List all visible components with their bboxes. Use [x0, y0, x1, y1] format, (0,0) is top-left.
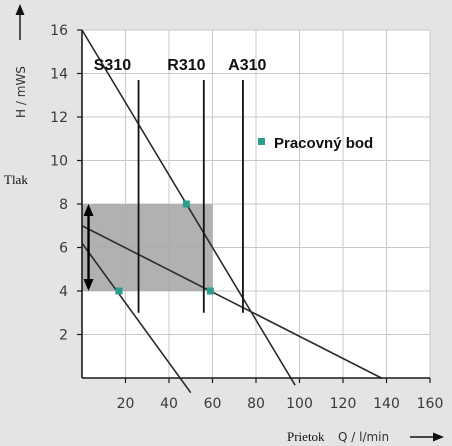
x-tick-label: 80: [247, 396, 265, 412]
y-axis-unit: H / mWS: [14, 66, 28, 118]
y-axis-title: H / mWS Tlak: [4, 4, 28, 187]
legend-label: Pracovný bod: [274, 135, 373, 152]
y-axis-arrowhead: [15, 4, 25, 15]
pressure-arrowhead-top: [83, 204, 94, 216]
x-tick-label: 160: [417, 396, 444, 412]
operating-point: [206, 287, 214, 295]
y-tick-label: 2: [59, 328, 68, 344]
curves: [81, 29, 383, 394]
operating-point: [115, 287, 123, 295]
x-tick-label: 120: [330, 396, 357, 412]
model-markers: S310 R310 A310: [94, 57, 267, 313]
tick-labels: 20 40 60 80 100 120 140 160 2 4 6 8 10 12 14 16: [50, 23, 443, 412]
curve-line: [81, 225, 383, 380]
curve-line: [81, 242, 192, 394]
operating-point: [182, 200, 190, 208]
axes: [77, 29, 431, 383]
operating-range-rect: [82, 204, 213, 291]
y-tick-label: 14: [50, 67, 68, 83]
pressure-arrowhead-bottom: [83, 279, 94, 291]
operating-range-area: [82, 204, 213, 291]
y-tick-label: 12: [50, 110, 68, 126]
grid: [82, 29, 431, 378]
y-tick-label: 4: [59, 284, 68, 300]
operating-points: [115, 200, 214, 295]
legend-marker: [258, 138, 265, 145]
y-tick-label: 16: [50, 23, 68, 39]
pressure-range-arrow: [83, 204, 94, 291]
y-axis-label: Tlak: [4, 172, 28, 187]
y-tick-label: 8: [59, 197, 68, 213]
x-axis-unit: Q / l/min: [338, 430, 389, 444]
model-label: S310: [94, 57, 131, 74]
model-label: A310: [228, 57, 266, 74]
x-tick-label: 40: [160, 396, 178, 412]
x-axis-title: Prietok Q / l/min: [287, 429, 444, 444]
curve-line: [81, 29, 296, 386]
x-tick-label: 140: [373, 396, 400, 412]
x-axis-arrowhead: [433, 432, 444, 442]
x-tick-label: 20: [117, 396, 135, 412]
legend: Pracovný bod: [258, 135, 373, 152]
y-tick-label: 10: [50, 154, 68, 170]
x-axis-label: Prietok: [287, 429, 325, 444]
model-label: R310: [167, 57, 205, 74]
y-tick-label: 6: [59, 241, 68, 257]
x-tick-label: 60: [204, 396, 222, 412]
x-tick-label: 100: [286, 396, 313, 412]
